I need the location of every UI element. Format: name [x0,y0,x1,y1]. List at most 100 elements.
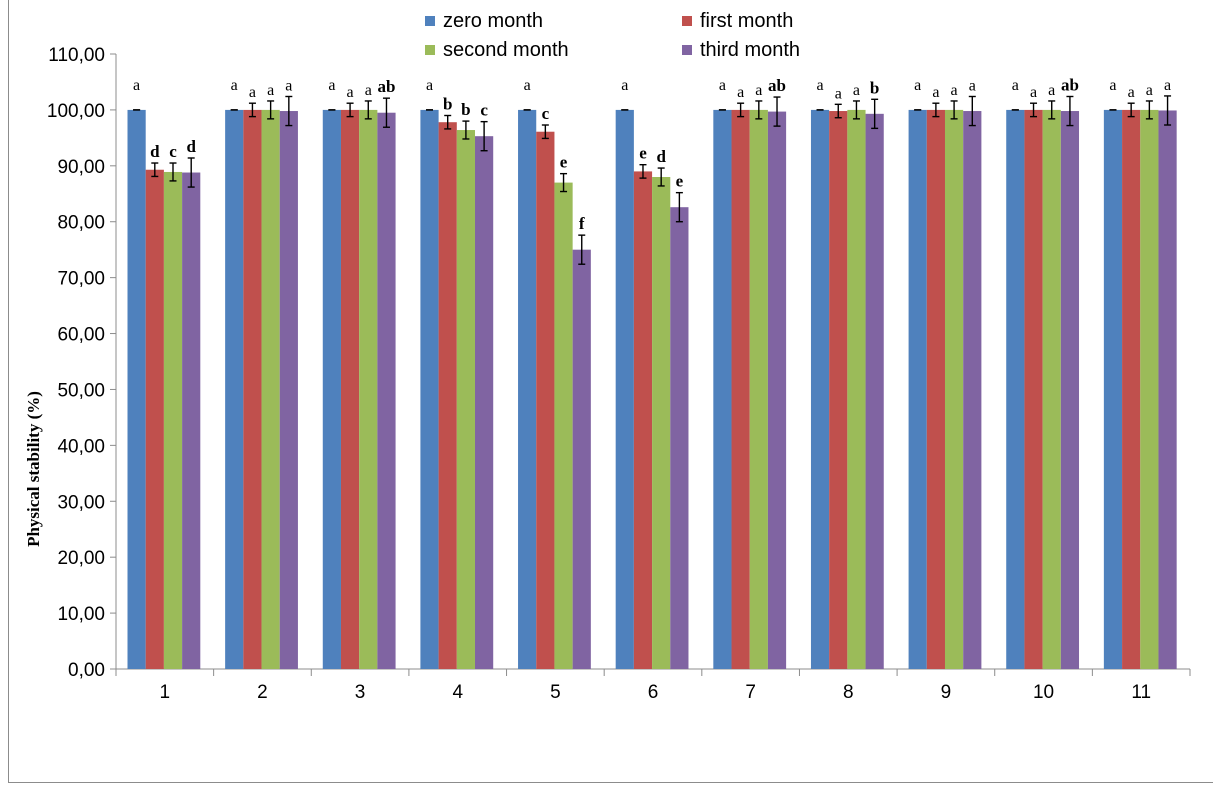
legend-label-second-month: second month [443,39,569,61]
bar-third-month [963,111,982,669]
bar-second-month [1140,109,1159,670]
significance-label: a [285,77,292,94]
bar-first-month [829,111,848,669]
significance-label: a [133,77,140,94]
y-tick-label: 10,00 [57,604,105,625]
bar-third-month [1158,110,1177,669]
bar-third-month [767,111,787,669]
significance-label: b [870,78,879,97]
significance-label: e [676,172,684,191]
significance-label: c [169,142,177,161]
bar-first-month [145,169,164,669]
bar-second-month [163,171,183,669]
significance-label: a [1109,77,1116,94]
x-tick-label: 4 [452,682,463,703]
legend-swatch-second-month [425,45,435,55]
chart-frame [8,0,1213,783]
significance-label: f [579,214,585,233]
significance-label: a [951,82,958,99]
x-tick-label: 1 [160,682,171,703]
significance-label: a [914,77,921,94]
y-tick-label: 50,00 [57,380,105,401]
significance-label: a [719,77,726,94]
y-axis-label: Physical stability (%) [24,391,43,547]
bar-zero-month [908,109,927,670]
bar-third-month [475,136,494,669]
x-tick-label: 3 [355,682,366,703]
bars [127,109,1177,670]
significance-label: ab [377,77,395,96]
bar-first-month [1122,109,1141,670]
bar-first-month [438,122,457,669]
significance-label: a [755,82,762,99]
legend-swatch-first-month [682,16,692,26]
significance-label: a [1128,84,1135,101]
significance-label: a [621,77,628,94]
bar-zero-month [518,109,537,670]
bar-first-month [731,109,750,670]
legend-swatch-zero-month [425,16,435,26]
legend-label-third-month: third month [700,39,800,61]
significance-label: a [1012,77,1019,94]
bar-third-month [1060,111,1080,669]
bar-zero-month [322,109,341,670]
axes: 0,00 10,00 20,00 30,00 40,00 50,00 60,00 70,00 8… [47,45,1191,703]
bar-second-month [749,109,768,670]
legend-label-first-month: first month [700,10,793,32]
bar-second-month [261,109,280,670]
significance-label: a [347,84,354,101]
bar-first-month [340,109,360,670]
x-tick-label: 6 [648,682,659,703]
bar-third-month [279,111,298,669]
x-tick-label: 5 [550,682,561,703]
y-tick-label: 80,00 [57,213,105,234]
significance-label: b [443,95,452,114]
significance-label: a [853,82,860,99]
significance-label: ab [768,76,786,95]
significance-label: c [480,101,488,120]
x-tick-label: 8 [843,682,854,703]
significance-label: c [542,104,550,123]
bar-second-month [554,182,573,669]
significance-label: e [639,144,647,163]
significance-label: ab [1061,75,1079,94]
bar-zero-month [713,109,732,670]
significance-label: a [365,82,372,99]
x-tick-label: 2 [257,682,268,703]
bar-second-month [1042,109,1061,670]
significance-label: e [560,153,568,172]
bar-third-month [377,112,396,670]
bar-third-month [572,249,591,669]
y-tick-label: 100,00 [47,101,105,122]
significance-label: a [1146,82,1153,99]
bar-third-month [182,172,201,669]
bar-zero-month [1006,109,1025,670]
y-tick-label: 30,00 [57,492,105,513]
bar-third-month [670,207,689,669]
significance-label: b [461,100,470,119]
legend: zero month first month second month thir… [425,10,800,61]
y-tick-label: 40,00 [57,436,105,457]
significance-label: a [835,85,842,102]
bar-zero-month [810,109,830,670]
significance-label: a [932,84,939,101]
significance-label: a [737,84,744,101]
bar-second-month [456,130,476,669]
bar-first-month [1024,109,1043,670]
significance-label: a [969,77,976,94]
bar-zero-month [127,109,146,670]
bar-third-month [865,113,884,669]
bar-second-month [847,109,866,670]
legend-label-zero-month: zero month [443,10,543,32]
significance-label: d [656,147,666,166]
bar-zero-month [615,109,634,670]
significance-label: d [150,142,160,161]
significance-label: a [1164,77,1171,94]
y-tick-label: 90,00 [57,157,105,178]
significance-label: a [249,84,256,101]
y-tick-label: 110,00 [48,45,105,66]
significance-label: a [524,77,531,94]
bar-zero-month [1103,109,1123,670]
